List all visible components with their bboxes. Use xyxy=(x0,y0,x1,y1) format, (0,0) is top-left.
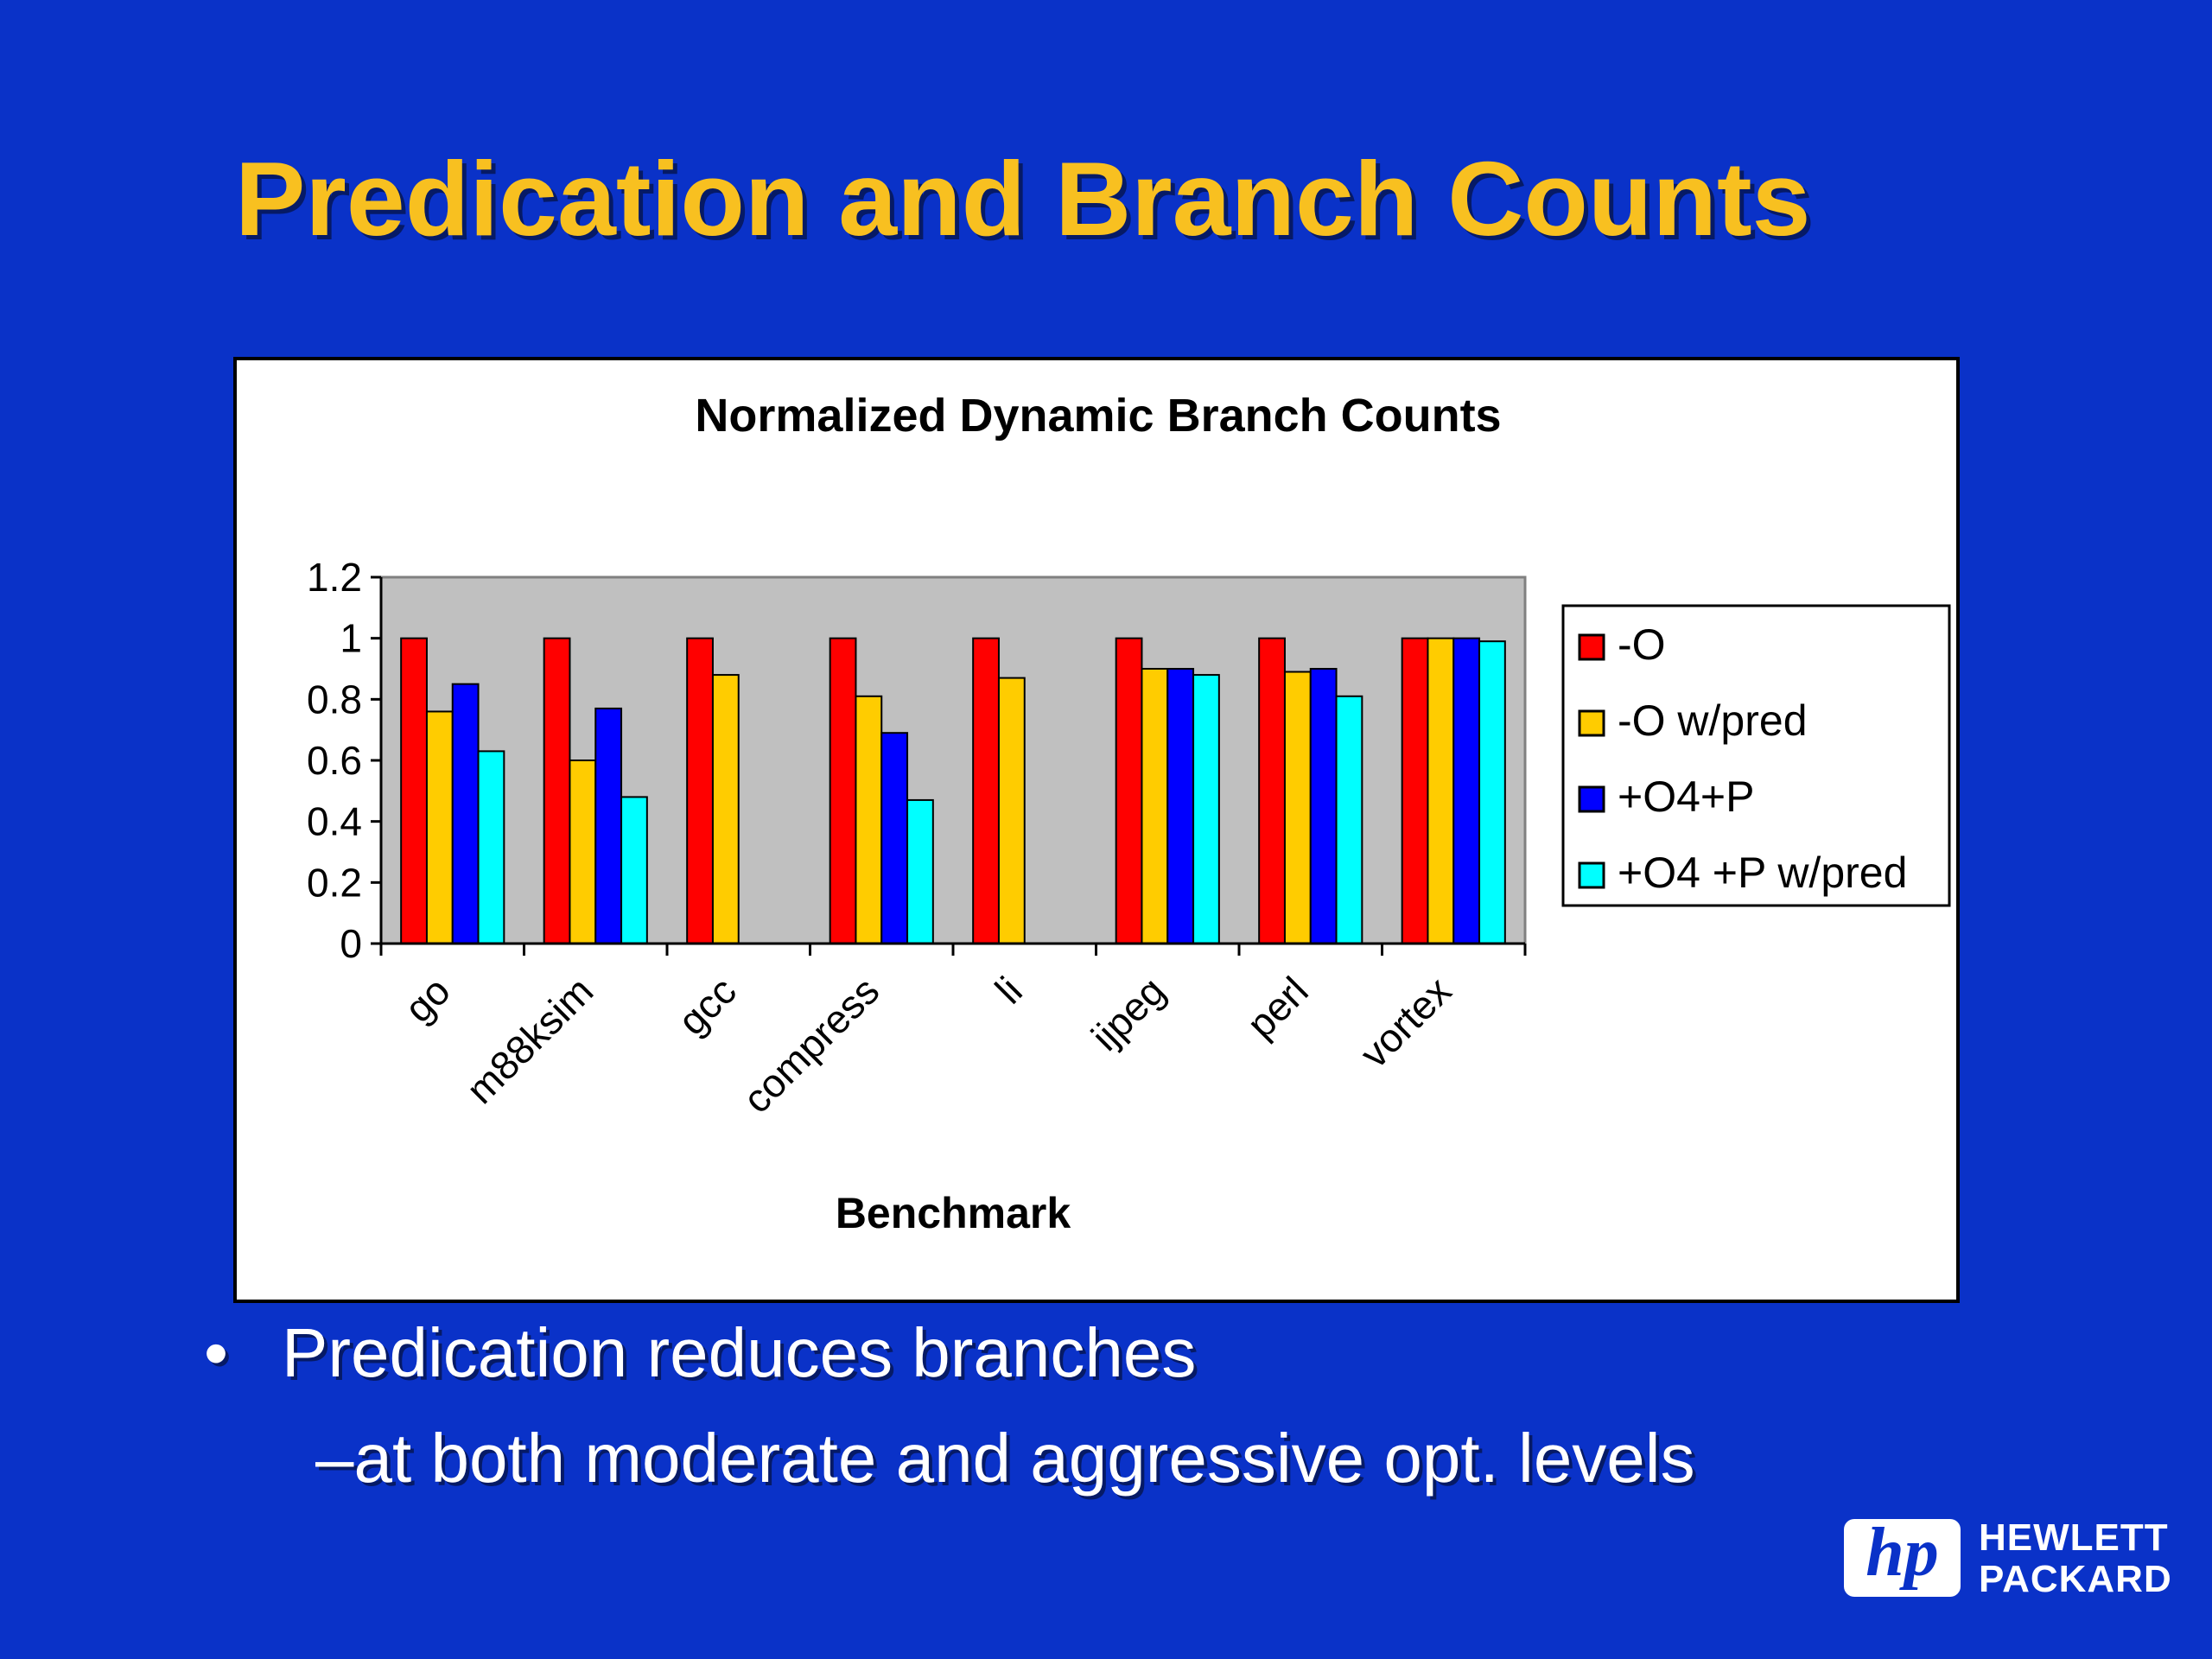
bar xyxy=(543,637,571,944)
bar xyxy=(1401,637,1429,944)
hp-logo-line2: PACKARD xyxy=(1979,1558,2172,1600)
bullet-1-marker: • xyxy=(204,1314,229,1391)
bar xyxy=(906,798,934,944)
bullet-1-text: Predication reduces branches xyxy=(282,1314,1197,1391)
bar xyxy=(400,637,428,944)
y-tick-label: 0 xyxy=(340,921,362,966)
hp-logo-mark: hp xyxy=(1844,1515,1961,1597)
legend: -O -O w/pred +O4+P +O4 +P w/pred xyxy=(1561,604,1951,907)
x-tick-label: ijpeg xyxy=(1083,968,1174,1059)
y-tick-label: 0.4 xyxy=(307,799,362,844)
hp-logo-text: HEWLETT PACKARD xyxy=(1979,1517,2172,1600)
bar xyxy=(620,796,648,944)
x-tick-label: li xyxy=(987,968,1031,1012)
bar xyxy=(1258,637,1286,944)
bullet-2-text: at both moderate and aggressive opt. lev… xyxy=(353,1420,1695,1497)
legend-label: -O xyxy=(1618,620,1666,669)
hp-logo: hp HEWLETT PACKARD xyxy=(1844,1515,2198,1600)
bar xyxy=(1335,695,1363,944)
y-tick-label: 0.8 xyxy=(307,677,362,721)
hp-logo-line1: HEWLETT xyxy=(1979,1516,2169,1559)
bar xyxy=(1283,671,1312,944)
x-tick-label: go xyxy=(396,968,459,1031)
bar xyxy=(855,695,883,944)
bar xyxy=(451,683,480,944)
bar xyxy=(1427,637,1455,944)
chart-title: Normalized Dynamic Branch Counts xyxy=(695,390,1501,442)
bar xyxy=(425,710,454,944)
x-tick-label: m88ksim xyxy=(457,968,601,1112)
x-tick-label: gcc xyxy=(669,968,744,1043)
bar xyxy=(1166,668,1195,944)
bar xyxy=(1452,637,1481,944)
bar xyxy=(1478,640,1506,944)
legend-swatch xyxy=(1578,861,1605,889)
legend-label: +O4 +P w/pred xyxy=(1618,849,1907,897)
bar xyxy=(880,732,909,945)
bar xyxy=(1115,637,1143,944)
legend-swatch xyxy=(1578,785,1605,813)
legend-label: +O4+P xyxy=(1618,772,1754,821)
bullet-2-marker: – xyxy=(315,1420,354,1497)
x-axis-title: Benchmark xyxy=(836,1189,1071,1237)
bullet-2: –at both moderate and aggressive opt. le… xyxy=(315,1419,1695,1498)
x-tick-label: vortex xyxy=(1351,968,1459,1076)
bars-layer xyxy=(400,637,1506,945)
x-tick-label: compress xyxy=(734,968,888,1122)
bar xyxy=(997,677,1026,944)
bar xyxy=(1141,668,1169,944)
legend-items: -O -O w/pred +O4+P +O4 +P w/pred xyxy=(1578,620,1907,897)
bar xyxy=(594,707,623,944)
y-tick-label: 1 xyxy=(340,616,362,661)
hp-logo-mark-text: hp xyxy=(1866,1515,1939,1591)
bar xyxy=(711,674,740,944)
bullet-1: • Predication reduces branches xyxy=(204,1313,1196,1393)
legend-box xyxy=(1561,604,1951,907)
bar xyxy=(1309,668,1338,944)
y-ticks-layer: 0 0.2 0.4 0.6 0.8 1 1.2 xyxy=(307,555,381,966)
y-tick-label: 1.2 xyxy=(307,555,362,600)
chart-svg: Normalized Dynamic Branch Counts 0 0.2 0.4… xyxy=(307,390,1951,1237)
bar xyxy=(972,637,1000,944)
bar xyxy=(1192,674,1220,944)
bar xyxy=(686,637,714,944)
bar xyxy=(829,637,857,944)
bar xyxy=(477,750,505,944)
legend-swatch xyxy=(1578,633,1605,661)
y-tick-label: 0.6 xyxy=(307,738,362,783)
x-tick-label: perl xyxy=(1238,968,1317,1046)
chart-frame: Normalized Dynamic Branch Counts 0 0.2 0.4… xyxy=(233,357,1960,1303)
slide-title: Predication and Branch Counts xyxy=(235,140,1811,257)
y-tick-label: 0.2 xyxy=(307,860,362,905)
legend-swatch xyxy=(1578,709,1605,737)
legend-label: -O w/pred xyxy=(1618,696,1808,745)
bar xyxy=(569,760,597,944)
